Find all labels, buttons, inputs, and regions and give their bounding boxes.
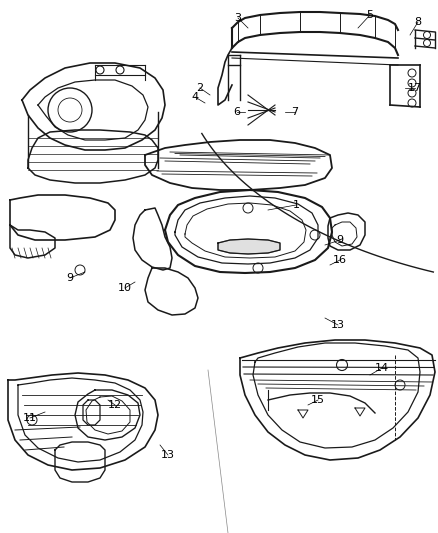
Text: 2: 2 xyxy=(196,83,204,93)
Text: 14: 14 xyxy=(375,363,389,373)
Text: 4: 4 xyxy=(191,92,198,102)
Text: 7: 7 xyxy=(291,107,299,117)
Text: 1: 1 xyxy=(293,200,300,210)
Text: 3: 3 xyxy=(234,13,241,23)
Text: 10: 10 xyxy=(118,283,132,293)
Text: 15: 15 xyxy=(311,395,325,405)
Text: 13: 13 xyxy=(331,320,345,330)
Text: 12: 12 xyxy=(108,400,122,410)
Text: 17: 17 xyxy=(408,83,422,93)
Text: 5: 5 xyxy=(367,10,374,20)
Text: 9: 9 xyxy=(67,273,74,283)
Text: 13: 13 xyxy=(161,450,175,460)
Text: 9: 9 xyxy=(336,235,343,245)
Text: 6: 6 xyxy=(233,107,240,117)
Text: 11: 11 xyxy=(23,413,37,423)
Text: 16: 16 xyxy=(333,255,347,265)
Text: 8: 8 xyxy=(414,17,421,27)
Polygon shape xyxy=(218,239,280,254)
